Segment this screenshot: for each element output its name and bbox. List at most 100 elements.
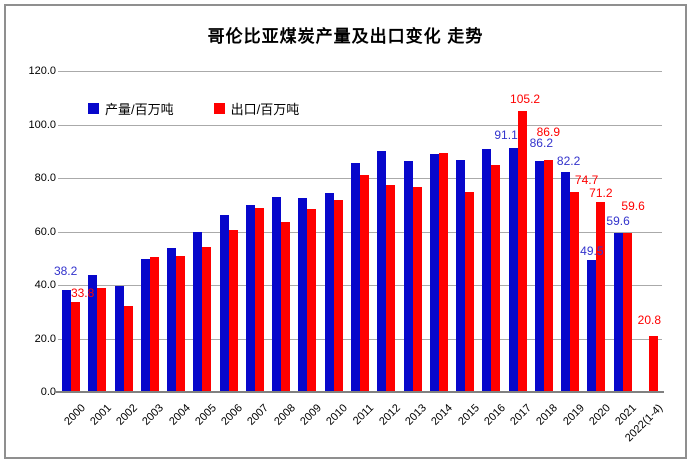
bar-export-2020 [596,201,606,392]
bar-production-2019 [561,172,571,392]
data-label-production-2021: 59.6 [606,213,630,228]
bar-production-2004 [167,248,177,392]
bar-export-2021 [622,232,632,392]
bar-production-2009 [298,198,308,392]
bar-export-2005 [202,247,212,392]
bar-production-2002 [114,286,124,392]
bar-export-2014 [438,153,448,392]
bar-production-2007 [245,205,255,392]
bar-production-2000 [62,289,72,392]
bar-export-2003 [149,256,159,392]
x-tick-label: 2017 [508,402,535,428]
data-label-production-2020: 49.5 [580,243,604,258]
data-label-export-2022(1-4): 20.8 [637,313,662,328]
chart-title: 哥伦比亚煤炭产量及出口变化 走势 [207,27,484,46]
x-tick-label: 2004 [166,402,193,428]
x-tick-label: 2014 [429,402,456,428]
x-axis-labels: 2000 2001 2002 2003 2004 2005 2006 2007 2008 2009… [58,397,666,457]
data-label-export-2020: 71.2 [589,185,613,200]
bar-production-2005 [193,232,203,392]
data-label-production-2019: 82.2 [556,154,581,169]
bar-export-2002 [123,306,133,392]
y-tick-label: 20.0 [34,332,56,345]
bar-export-2009 [307,209,317,392]
x-tick-label: 2008 [271,402,298,428]
bar-production-2020 [587,259,597,392]
x-tick-label: 2012 [376,402,403,428]
bar-production-2001 [88,274,98,392]
legend-label-production: 产量/百万吨 [105,102,174,117]
data-label-production-2018: 86.2 [529,136,553,151]
y-tick-label: 40.0 [34,279,56,291]
data-label-export-2018: 86.9 [536,124,560,139]
bar-production-2021 [613,232,623,392]
data-label-export-2000: 33.8 [70,285,95,300]
bar-export-2008 [281,222,291,392]
bar-production-2017 [508,148,518,392]
bar-export-2018 [543,159,553,392]
y-tick-label: 100.0 [28,118,56,131]
bar-export-2000 [71,301,81,392]
bar-export-2001 [97,288,107,392]
bar-export-2011 [360,174,369,392]
x-tick-label: 2015 [455,402,482,428]
x-tick-label: 2018 [534,402,561,428]
x-tick-label: 2002 [114,402,141,428]
x-tick-label: 2005 [193,402,219,428]
legend: 产量/百万吨 出口/百万吨 [88,99,299,118]
x-tick-label: 2011 [351,402,377,428]
legend-item-production: 产量/百万吨 [88,99,174,118]
gridline-100.0 [58,124,662,126]
x-tick-label: 2003 [140,402,167,428]
x-tick-label: 2001 [88,402,114,428]
bar-export-2004 [176,255,186,392]
x-tick-label: 2006 [219,402,246,428]
bar-production-2012 [377,151,387,392]
bar-production-2008 [272,196,282,392]
bar-production-2006 [219,215,229,392]
bar-export-2015 [465,191,475,392]
x-tick-label: 2020 [587,402,613,428]
x-tick-label: 2000 [61,402,88,428]
bar-production-2003 [140,259,150,392]
data-label-export-2017: 105.2 [510,91,541,106]
data-label-production-2017: 91.1 [494,128,518,143]
bar-production-2018 [534,161,544,392]
bar-export-2017 [517,110,527,392]
y-tick-label: 0.0 [40,386,56,398]
plot-area: 38.2 33.8 91.1 105.2 86.9 86.2 82.2 74.7 71.2 49.… [54,71,662,393]
legend-item-export: 出口/百万吨 [213,99,300,118]
production-swatch-icon [88,103,99,114]
bar-production-2016 [482,148,492,392]
bar-export-2022(1-4) [648,336,658,392]
y-tick-label: 80.0 [34,172,56,184]
bar-export-2016 [491,164,501,392]
x-axis-line [56,391,664,393]
x-tick-label: 2013 [403,402,430,428]
data-label-export-2021: 59.6 [621,198,645,213]
bar-production-2010 [324,193,334,392]
x-tick-label: 2016 [481,402,508,428]
bar-export-2019 [570,192,580,392]
x-tick-label: 2009 [298,402,324,428]
bar-production-2015 [456,160,466,392]
y-tick-label: 120.0 [28,65,56,77]
y-tick-label: 60.0 [34,225,56,238]
bar-production-2014 [429,154,439,392]
bar-production-2013 [403,161,413,392]
x-tick-label: 2019 [560,402,587,428]
data-label-production-2000: 38.2 [53,263,78,278]
bar-export-2010 [333,199,343,392]
export-swatch-icon [213,103,225,114]
x-tick-label: 2010 [324,402,351,428]
legend-label-export: 出口/百万吨 [230,102,300,117]
gridline-120.0 [58,71,662,72]
bar-export-2007 [254,208,264,392]
bar-production-2011 [351,162,360,392]
bar-export-2013 [412,187,422,392]
x-tick-label: 2007 [245,402,272,428]
bar-export-2006 [228,229,238,392]
data-label-export-2019: 74.7 [574,173,599,188]
bar-export-2012 [386,184,396,392]
